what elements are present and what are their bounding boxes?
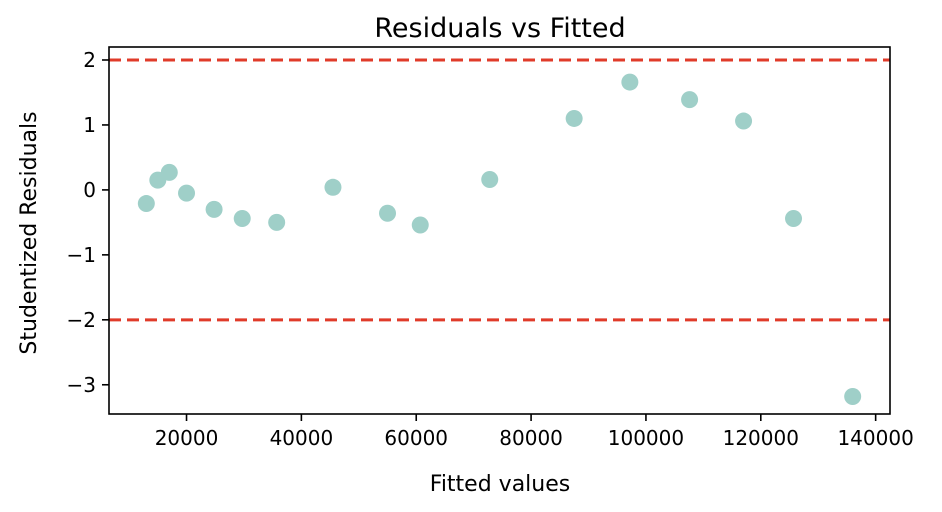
data-point: [324, 178, 342, 196]
x-axis-label: Fitted values: [430, 472, 570, 497]
data-point: [160, 163, 178, 181]
data-points: [137, 73, 862, 405]
y-tick-label: −3: [67, 373, 96, 397]
y-tick-label: 1: [83, 113, 96, 137]
data-point: [565, 109, 583, 127]
reference-lines: [109, 58, 890, 322]
data-point: [621, 73, 639, 91]
x-axis-ticks: 20000 40000 60000 80000 100000 120000 140000: [155, 414, 914, 450]
data-point: [681, 91, 699, 109]
x-tick-label: 20000: [155, 426, 219, 450]
y-tick-label: −1: [67, 243, 96, 267]
x-tick-label: 120000: [723, 426, 799, 450]
chart-title: Residuals vs Fitted: [374, 13, 625, 44]
data-point: [205, 200, 223, 218]
data-point: [379, 204, 397, 222]
data-point: [233, 209, 251, 227]
data-point: [411, 216, 429, 234]
y-tick-label: 2: [83, 48, 96, 72]
x-tick-label: 140000: [837, 426, 913, 450]
data-point: [137, 195, 155, 213]
y-tick-label: −2: [67, 308, 96, 332]
data-point: [481, 171, 499, 189]
x-tick-label: 40000: [270, 426, 334, 450]
y-axis-ticks: 2 1 0 −1 −2 −3: [67, 48, 109, 397]
data-point: [785, 209, 803, 227]
y-axis-label: Studentized Residuals: [17, 111, 42, 354]
data-point: [178, 184, 196, 202]
data-point: [844, 387, 862, 405]
data-point: [735, 112, 753, 130]
y-tick-label: 0: [83, 178, 96, 202]
x-tick-label: 80000: [499, 426, 563, 450]
plot-frame: [108, 46, 891, 415]
data-point: [268, 213, 286, 231]
x-tick-label: 60000: [384, 426, 448, 450]
x-tick-label: 100000: [608, 426, 684, 450]
